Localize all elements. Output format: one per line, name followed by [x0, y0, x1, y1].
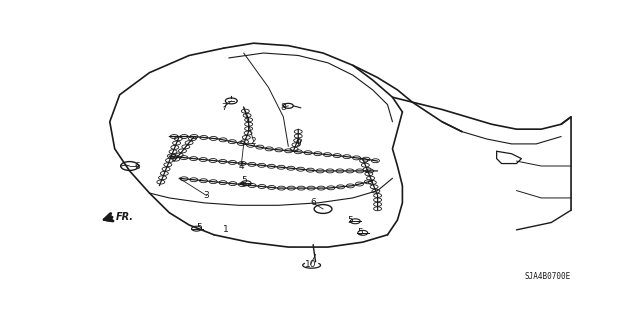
Text: 4: 4	[238, 161, 244, 171]
Text: 5: 5	[357, 228, 363, 237]
Text: 3: 3	[204, 191, 209, 200]
Text: 5: 5	[241, 176, 246, 185]
Text: 8: 8	[280, 102, 286, 112]
Text: SJA4B0700E: SJA4B0700E	[525, 272, 571, 281]
Text: FR.: FR.	[116, 212, 134, 222]
Text: 6: 6	[134, 161, 140, 171]
Text: 1: 1	[223, 225, 229, 234]
Text: 7: 7	[221, 102, 227, 112]
Text: 6: 6	[310, 198, 316, 207]
Text: 2: 2	[251, 137, 257, 146]
Text: 5: 5	[348, 216, 353, 225]
Text: 10: 10	[305, 260, 316, 269]
Text: 9: 9	[296, 139, 301, 148]
Text: 5: 5	[196, 223, 202, 232]
